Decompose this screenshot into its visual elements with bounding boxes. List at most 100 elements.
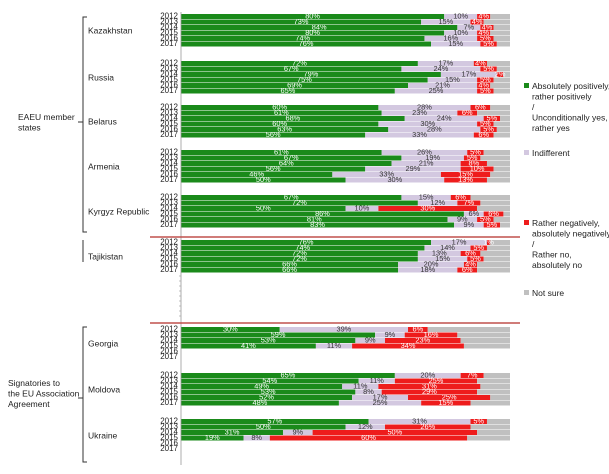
- bar-segment-negative: [477, 217, 494, 222]
- bracket-eaeu: [82, 16, 87, 233]
- bar-segment-indifferent: [440, 72, 497, 77]
- bar-segment-positive: [181, 66, 402, 72]
- country-group-kazakhstan: [181, 14, 510, 47]
- bar-segment-not_sure: [477, 389, 510, 395]
- data-label: 2%: [495, 70, 506, 79]
- year-tick-label: 2012: [160, 59, 178, 68]
- bar-segment-positive: [181, 251, 418, 256]
- data-label: 66%: [282, 260, 297, 269]
- bar-segment-positive: [181, 267, 399, 273]
- year-tick-label: 2013: [160, 330, 178, 339]
- data-label: 19%: [425, 153, 440, 162]
- data-label: 15%: [448, 39, 463, 48]
- bar-segment-indifferent: [243, 435, 270, 441]
- bar-segment-negative: [480, 127, 497, 132]
- bar-segment-not_sure: [470, 424, 510, 430]
- bar-segment-negative: [477, 14, 491, 19]
- bar-segment-negative: [483, 222, 501, 228]
- data-label: 48%: [253, 398, 268, 407]
- bar-segment-positive: [181, 116, 405, 121]
- data-label: 34%: [401, 341, 416, 350]
- bar-segment-positive: [181, 373, 395, 378]
- country-group-russia: [181, 61, 510, 94]
- bar-segment-indifferent: [401, 195, 451, 200]
- bar-segment-indifferent: [355, 389, 382, 395]
- bar-segment-not_sure: [493, 132, 510, 138]
- bar-segment-positive: [181, 19, 422, 25]
- bar-segment-not_sure: [480, 155, 510, 161]
- bar-segment-negative: [460, 166, 494, 172]
- data-label: 72%: [292, 249, 307, 258]
- bar-segment-indifferent: [365, 166, 461, 172]
- data-label: 60%: [272, 119, 287, 128]
- bar-segment-negative: [457, 200, 481, 206]
- bar-segment-indifferent: [358, 378, 395, 384]
- bar-segment-positive: [181, 256, 418, 262]
- bar-segment-indifferent: [431, 41, 481, 47]
- data-label: 12%: [430, 198, 445, 207]
- bar-segment-not_sure: [477, 262, 510, 267]
- data-label: 5%: [470, 254, 481, 263]
- bar-segment-indifferent: [417, 256, 468, 262]
- bar-segment-indifferent: [417, 251, 461, 256]
- bar-segment-indifferent: [355, 338, 385, 343]
- country-label: Armenia: [88, 162, 120, 172]
- bar-segment-not_sure: [483, 150, 510, 155]
- year-tick-label: 2017: [160, 39, 178, 48]
- bar-segment-positive: [181, 36, 425, 41]
- bar-segment-not_sure: [460, 338, 510, 343]
- year-tick-label: 2014: [160, 23, 178, 32]
- data-label: 86%: [315, 209, 330, 218]
- bar-segment-negative: [378, 206, 478, 211]
- data-label: 67%: [284, 153, 299, 162]
- year-tick-label: 2013: [160, 17, 178, 26]
- axis-layer: [78, 12, 520, 465]
- bar-segment-positive: [181, 262, 399, 267]
- data-label: 24%: [434, 64, 449, 73]
- bar-segment-indifferent: [401, 66, 481, 72]
- legend-label-not_sure: Not sure: [532, 288, 564, 298]
- data-label: 17%: [452, 238, 467, 247]
- bar-segment-negative: [483, 116, 501, 121]
- data-label: 68%: [285, 114, 300, 123]
- data-label: 5%: [473, 417, 484, 426]
- data-label: 64%: [279, 159, 294, 168]
- bar-segment-not_sure: [427, 327, 510, 332]
- bar-segment-indifferent: [378, 105, 471, 110]
- data-label: 56%: [266, 164, 281, 173]
- bar-segment-not_sure: [493, 88, 510, 94]
- bar-segment-negative: [440, 172, 491, 177]
- bar-segment-indifferent: [342, 384, 379, 389]
- bar-segment-negative: [480, 41, 497, 47]
- bar-segment-indifferent: [398, 262, 464, 267]
- year-tick-label: 2012: [160, 417, 178, 426]
- bar-segment-not_sure: [493, 121, 510, 127]
- data-label: 9%: [292, 428, 303, 437]
- bar-segment-not_sure: [493, 36, 510, 41]
- data-label: 60%: [361, 433, 376, 442]
- data-label: 17%: [438, 59, 453, 68]
- legend-swatch-not_sure: [524, 290, 529, 295]
- bar-segment-indifferent: [408, 83, 478, 88]
- data-label: 15%: [435, 254, 450, 263]
- bar-segment-negative: [384, 338, 461, 343]
- data-label: 39%: [336, 325, 351, 334]
- data-label: 23%: [415, 336, 430, 345]
- data-label: 72%: [292, 254, 307, 263]
- bar-segment-not_sure: [483, 373, 510, 378]
- year-tick-label: 2017: [160, 130, 178, 139]
- bar-segment-negative: [470, 419, 487, 424]
- data-label: 5%: [480, 119, 491, 128]
- bar-segment-negative: [394, 378, 478, 384]
- data-label: 74%: [295, 34, 310, 43]
- data-label: 50%: [256, 175, 271, 184]
- legend-label-positive: Absolutely positively, rather positively /…: [532, 81, 609, 133]
- bar-segment-indifferent: [457, 25, 481, 30]
- bar-segment-not_sure: [480, 384, 510, 389]
- data-label: 9%: [385, 330, 396, 339]
- data-label: 4%: [475, 59, 486, 68]
- bar-segment-indifferent: [338, 400, 422, 406]
- bar-segment-negative: [450, 195, 471, 200]
- year-tick-label: 2015: [160, 164, 178, 173]
